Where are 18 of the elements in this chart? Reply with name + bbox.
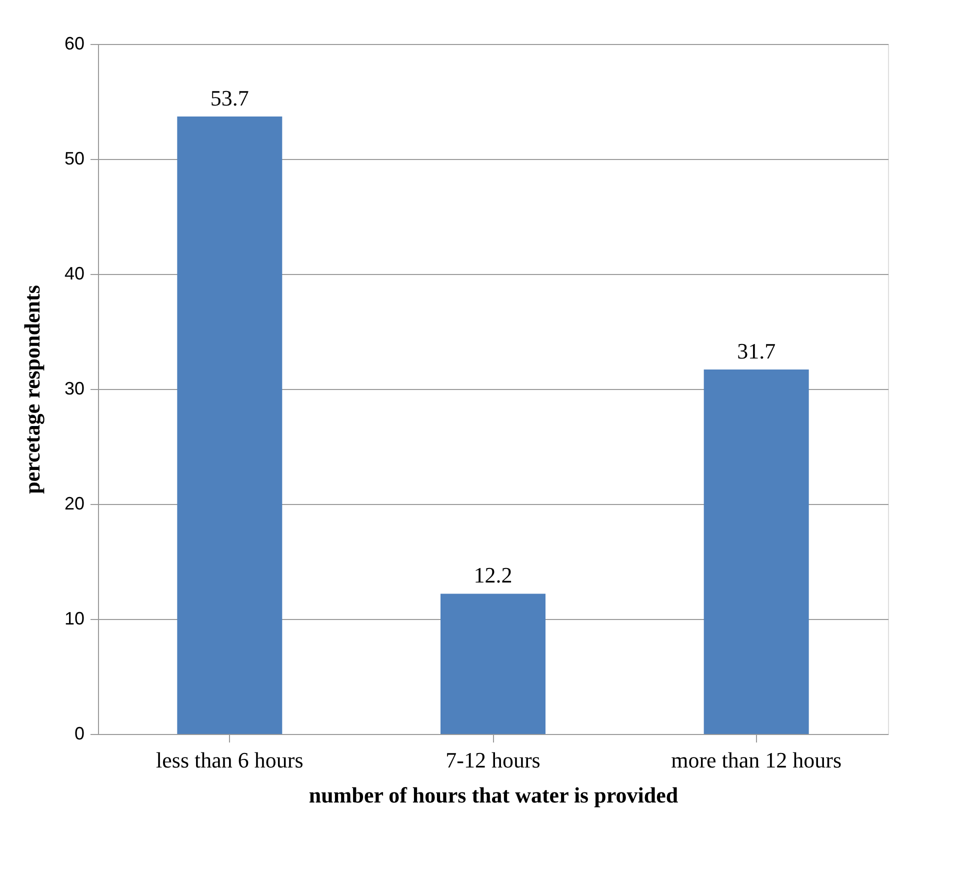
y-tick-label: 50 bbox=[64, 148, 84, 168]
bar bbox=[704, 369, 809, 734]
x-tick-label: less than 6 hours bbox=[156, 748, 304, 772]
y-tick-label: 10 bbox=[64, 608, 84, 628]
y-tick-label: 0 bbox=[74, 724, 84, 744]
x-tick-label: 7-12 hours bbox=[446, 748, 540, 772]
data-label: 53.7 bbox=[210, 85, 249, 110]
y-tick-label: 20 bbox=[64, 494, 84, 514]
data-label: 31.7 bbox=[737, 338, 776, 364]
x-tick-label: more than 12 hours bbox=[671, 748, 842, 772]
data-label: 12.2 bbox=[474, 562, 512, 588]
y-tick-label: 30 bbox=[64, 378, 84, 398]
bar bbox=[440, 594, 546, 734]
y-tick-label: 40 bbox=[64, 264, 84, 284]
y-tick-label: 60 bbox=[64, 34, 84, 54]
bar bbox=[177, 116, 282, 734]
y-axis-title: percetage respondents bbox=[19, 284, 44, 494]
x-axis-title: number of hours that water is provided bbox=[308, 782, 678, 808]
